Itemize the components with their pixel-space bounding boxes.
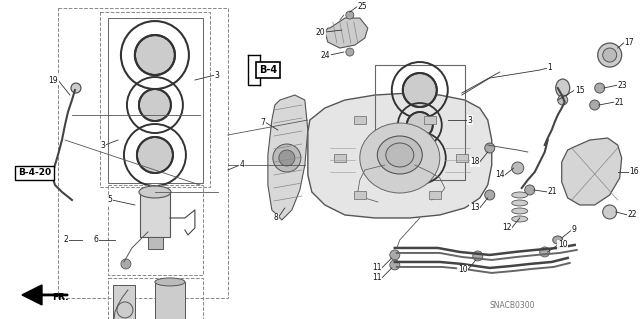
Circle shape <box>71 83 81 93</box>
Circle shape <box>139 89 171 121</box>
Polygon shape <box>22 285 42 305</box>
Circle shape <box>137 137 173 173</box>
Circle shape <box>403 73 436 107</box>
Bar <box>100 12 210 187</box>
Bar <box>456 154 468 162</box>
Bar <box>108 18 203 183</box>
Bar <box>108 278 203 319</box>
Ellipse shape <box>386 143 414 167</box>
Bar <box>354 191 366 199</box>
Text: 8: 8 <box>273 213 278 222</box>
Text: 7: 7 <box>260 117 265 127</box>
Text: 25: 25 <box>358 2 367 11</box>
Circle shape <box>512 162 524 174</box>
Text: B-4-20: B-4-20 <box>18 168 51 177</box>
Bar <box>148 237 163 249</box>
Polygon shape <box>268 95 308 220</box>
Circle shape <box>589 100 600 110</box>
Circle shape <box>390 260 400 270</box>
Text: 3: 3 <box>468 115 472 124</box>
Circle shape <box>603 48 617 62</box>
Text: 6: 6 <box>93 235 98 244</box>
Circle shape <box>484 190 495 200</box>
Text: 9: 9 <box>572 226 577 234</box>
Ellipse shape <box>512 216 528 222</box>
Ellipse shape <box>553 236 563 244</box>
Circle shape <box>404 142 436 174</box>
Text: 21: 21 <box>614 98 624 107</box>
Text: 5: 5 <box>107 196 112 204</box>
Text: 22: 22 <box>628 211 637 219</box>
Bar <box>58 8 228 298</box>
Ellipse shape <box>155 278 185 286</box>
Text: 19: 19 <box>49 76 58 85</box>
Ellipse shape <box>512 208 528 214</box>
Bar <box>155 282 185 319</box>
Text: 3: 3 <box>100 140 105 150</box>
Text: B-4: B-4 <box>259 65 277 75</box>
Bar <box>424 116 436 124</box>
Text: 13: 13 <box>470 204 480 212</box>
Ellipse shape <box>139 186 171 198</box>
Text: 17: 17 <box>625 38 634 47</box>
Ellipse shape <box>360 123 440 193</box>
Circle shape <box>484 143 495 153</box>
Circle shape <box>117 302 133 318</box>
Text: 18: 18 <box>470 158 480 167</box>
Text: 14: 14 <box>495 170 505 180</box>
Bar <box>108 185 203 275</box>
Circle shape <box>407 112 433 138</box>
Circle shape <box>540 247 550 257</box>
Text: 21: 21 <box>548 188 557 197</box>
Ellipse shape <box>512 192 528 198</box>
Polygon shape <box>562 138 621 205</box>
Text: 3: 3 <box>215 70 220 79</box>
Circle shape <box>279 150 295 166</box>
Bar <box>354 116 366 124</box>
Text: 2: 2 <box>63 235 68 244</box>
Bar <box>113 285 135 319</box>
Text: 20: 20 <box>316 27 325 37</box>
Circle shape <box>473 251 483 261</box>
Circle shape <box>346 11 354 19</box>
Ellipse shape <box>557 95 568 105</box>
Text: 16: 16 <box>630 167 639 176</box>
Ellipse shape <box>556 79 570 97</box>
Bar <box>429 191 441 199</box>
Text: SNACB0300: SNACB0300 <box>490 301 535 310</box>
Text: 15: 15 <box>575 85 584 94</box>
Ellipse shape <box>378 136 422 174</box>
Circle shape <box>603 205 617 219</box>
Text: 10: 10 <box>557 241 567 249</box>
Circle shape <box>390 250 400 260</box>
Bar <box>140 192 170 237</box>
Circle shape <box>595 83 605 93</box>
Circle shape <box>135 35 175 75</box>
Polygon shape <box>308 93 492 218</box>
Bar <box>334 154 346 162</box>
Circle shape <box>525 185 535 195</box>
Circle shape <box>273 144 301 172</box>
Polygon shape <box>325 18 368 48</box>
Text: FR.: FR. <box>52 293 68 302</box>
Text: 24: 24 <box>320 50 330 60</box>
Text: 1: 1 <box>547 63 552 71</box>
Ellipse shape <box>512 200 528 206</box>
Text: 12: 12 <box>502 224 512 233</box>
Text: 10: 10 <box>458 265 468 274</box>
Circle shape <box>598 43 621 67</box>
Text: 11: 11 <box>372 263 382 272</box>
Text: 11: 11 <box>372 273 382 282</box>
Circle shape <box>346 48 354 56</box>
Text: 23: 23 <box>618 80 627 90</box>
Circle shape <box>121 259 131 269</box>
Text: 4: 4 <box>240 160 244 169</box>
Bar <box>375 65 465 180</box>
